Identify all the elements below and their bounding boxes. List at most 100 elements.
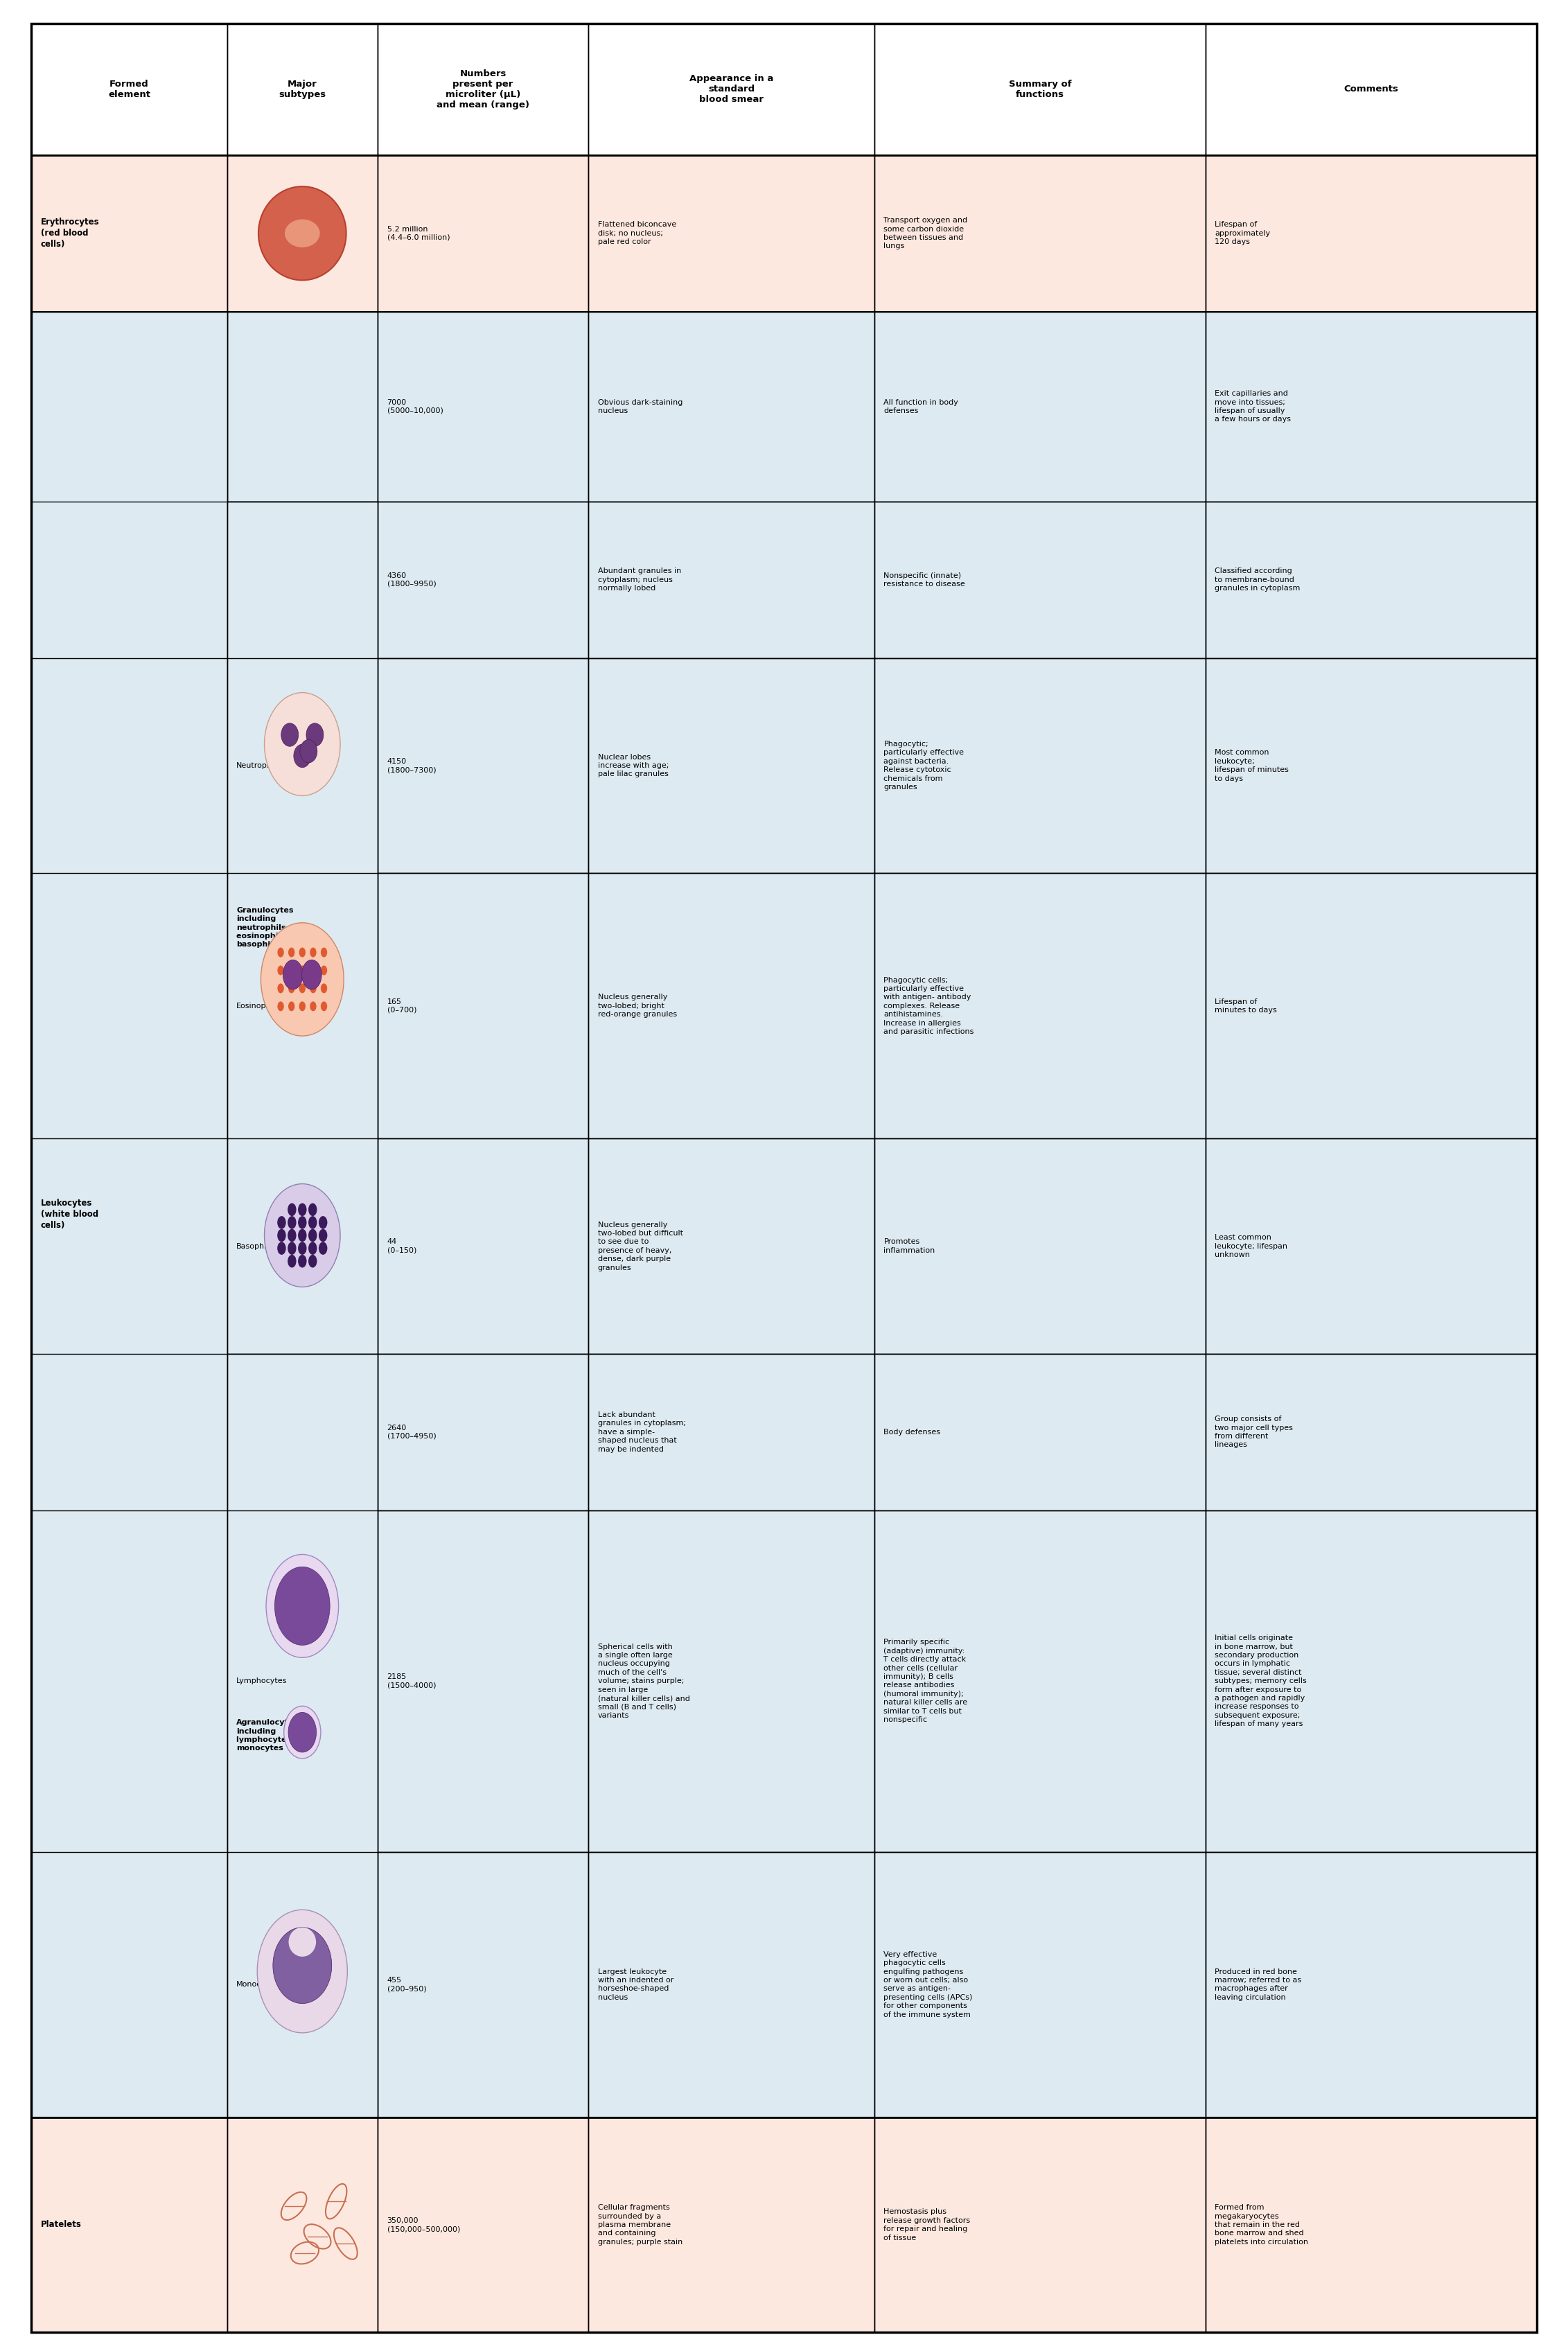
Bar	[1206, 312, 1537, 502]
Bar	[378, 1852, 588, 2117]
Text: Formed
element: Formed element	[108, 80, 151, 98]
Text: Monocytes: Monocytes	[237, 1981, 278, 1988]
Ellipse shape	[299, 947, 306, 956]
Bar	[31, 1510, 227, 1852]
Text: 5.2 million
(4.4–6.0 million): 5.2 million (4.4–6.0 million)	[387, 225, 450, 241]
Text: Promotes
inflammation: Promotes inflammation	[884, 1238, 935, 1254]
Bar	[1206, 1852, 1537, 2117]
Ellipse shape	[281, 724, 298, 745]
Ellipse shape	[298, 1217, 307, 1228]
Text: Phagocytic;
particularly effective
against bacteria.
Release cytotoxic
chemicals: Phagocytic; particularly effective again…	[884, 741, 964, 790]
Bar	[875, 1352, 1206, 1510]
Text: 455
(200–950): 455 (200–950)	[387, 1976, 426, 1992]
Ellipse shape	[278, 1228, 285, 1242]
Text: All function in body
defenses: All function in body defenses	[884, 398, 958, 415]
Ellipse shape	[267, 1554, 339, 1657]
Ellipse shape	[285, 220, 320, 248]
Ellipse shape	[298, 1202, 307, 1217]
Ellipse shape	[310, 966, 317, 975]
Ellipse shape	[321, 1001, 328, 1010]
Text: Granulocytes
including
neutrophils,
eosinophils, and
basophils: Granulocytes including neutrophils, eosi…	[237, 907, 307, 949]
Bar	[378, 659, 588, 872]
Ellipse shape	[278, 947, 284, 956]
Text: Nuclear lobes
increase with age;
pale lilac granules: Nuclear lobes increase with age; pale li…	[597, 755, 668, 778]
Bar	[378, 1352, 588, 1510]
Bar	[31, 1139, 227, 1352]
Ellipse shape	[318, 1228, 328, 1242]
Ellipse shape	[278, 984, 284, 994]
Ellipse shape	[321, 966, 328, 975]
Ellipse shape	[298, 1228, 307, 1242]
Bar	[31, 2117, 227, 2332]
Ellipse shape	[309, 1228, 317, 1242]
Text: Comments: Comments	[1344, 84, 1399, 94]
Ellipse shape	[318, 1242, 328, 1254]
Text: Nucleus generally
two-lobed but difficult
to see due to
presence of heavy,
dense: Nucleus generally two-lobed but difficul…	[597, 1221, 684, 1270]
Text: Body defenses: Body defenses	[884, 1427, 941, 1435]
Bar	[227, 312, 378, 502]
Ellipse shape	[309, 1202, 317, 1217]
Bar	[227, 1352, 378, 2117]
Bar	[588, 1852, 875, 2117]
Text: Transport oxygen and
some carbon dioxide
between tissues and
lungs: Transport oxygen and some carbon dioxide…	[884, 218, 967, 251]
Bar	[31, 312, 227, 2117]
Text: Appearance in a
standard
blood smear: Appearance in a standard blood smear	[690, 75, 773, 103]
Bar	[227, 23, 378, 155]
Bar	[588, 1352, 875, 1510]
Text: Least common
leukocyte; lifespan
unknown: Least common leukocyte; lifespan unknown	[1215, 1233, 1287, 1259]
Ellipse shape	[321, 947, 328, 956]
Ellipse shape	[287, 1202, 296, 1217]
Text: Nucleus generally
two-lobed; bright
red-orange granules: Nucleus generally two-lobed; bright red-…	[597, 994, 677, 1017]
Bar	[1206, 2117, 1537, 2332]
Bar	[378, 312, 588, 502]
Bar	[31, 872, 227, 1139]
Text: Spherical cells with
a single often large
nucleus occupying
much of the cell's
v: Spherical cells with a single often larg…	[597, 1643, 690, 1718]
Ellipse shape	[299, 741, 317, 762]
Bar	[875, 23, 1206, 155]
Text: Basophils: Basophils	[237, 1242, 273, 1249]
Bar	[227, 1510, 378, 1852]
Bar	[227, 502, 378, 659]
Ellipse shape	[260, 924, 343, 1036]
Bar	[227, 502, 378, 1352]
Ellipse shape	[265, 1184, 340, 1287]
Text: Group consists of
two major cell types
from different
lineages: Group consists of two major cell types f…	[1215, 1416, 1294, 1449]
Bar	[1206, 1139, 1537, 1352]
Bar	[588, 23, 875, 155]
Bar	[875, 1510, 1206, 1852]
Bar	[378, 872, 588, 1139]
Ellipse shape	[289, 947, 295, 956]
Bar	[588, 155, 875, 312]
Text: 44
(0–150): 44 (0–150)	[387, 1238, 417, 1254]
Ellipse shape	[298, 1242, 307, 1254]
Ellipse shape	[278, 1001, 284, 1010]
Text: Leukocytes
(white blood
cells): Leukocytes (white blood cells)	[41, 1198, 99, 1231]
Text: Numbers
present per
microliter (μL)
and mean (range): Numbers present per microliter (μL) and …	[436, 68, 530, 110]
Bar	[31, 312, 227, 502]
Bar	[378, 502, 588, 659]
Bar	[227, 1352, 378, 1510]
Bar	[588, 1139, 875, 1352]
Text: Abundant granules in
cytoplasm; nucleus
normally lobed: Abundant granules in cytoplasm; nucleus …	[597, 567, 681, 591]
Bar	[588, 502, 875, 659]
Ellipse shape	[259, 188, 347, 281]
Text: Produced in red bone
marrow; referred to as
macrophages after
leaving circulatio: Produced in red bone marrow; referred to…	[1215, 1969, 1301, 2002]
Text: Initial cells originate
in bone marrow, but
secondary production
occurs in lymph: Initial cells originate in bone marrow, …	[1215, 1634, 1306, 1728]
Ellipse shape	[299, 984, 306, 994]
Bar	[875, 2117, 1206, 2332]
Text: Flattened biconcave
disk; no nucleus;
pale red color: Flattened biconcave disk; no nucleus; pa…	[597, 220, 676, 246]
Bar	[227, 659, 378, 872]
Ellipse shape	[301, 959, 321, 989]
Text: Summary of
functions: Summary of functions	[1008, 80, 1071, 98]
Ellipse shape	[274, 1566, 329, 1645]
Bar	[31, 502, 227, 659]
Ellipse shape	[282, 959, 303, 989]
Bar	[31, 1352, 227, 1510]
Bar	[588, 1510, 875, 1852]
Ellipse shape	[289, 966, 295, 975]
Text: Lifespan of
minutes to days: Lifespan of minutes to days	[1215, 999, 1276, 1013]
Ellipse shape	[309, 1254, 317, 1268]
Ellipse shape	[306, 724, 323, 745]
Ellipse shape	[289, 1713, 317, 1753]
Bar	[227, 872, 378, 1139]
